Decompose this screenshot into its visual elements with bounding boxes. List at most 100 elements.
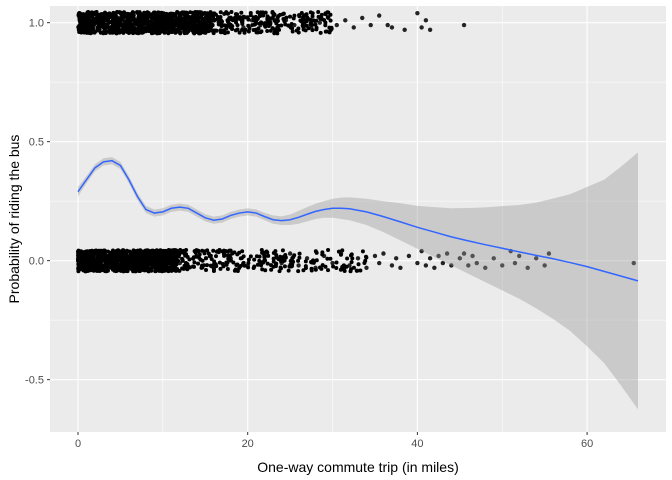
dense-point — [145, 248, 150, 253]
dense-point — [296, 269, 301, 274]
dense-point — [301, 17, 306, 22]
dense-point — [87, 22, 92, 27]
dense-point — [234, 263, 239, 268]
dense-point — [118, 19, 123, 24]
dense-point — [275, 31, 280, 36]
dense-point — [181, 248, 186, 253]
x-axis-title: One-way commute trip (in miles) — [257, 459, 459, 475]
dense-point — [101, 30, 106, 35]
dense-point — [143, 259, 148, 264]
data-point — [360, 15, 365, 21]
dense-point — [266, 253, 271, 258]
dense-point — [174, 257, 179, 262]
dense-point — [349, 252, 354, 257]
dense-point — [151, 11, 156, 16]
data-point — [449, 263, 454, 268]
dense-point — [286, 23, 291, 28]
dense-point — [271, 256, 276, 261]
dense-point — [152, 264, 157, 269]
dense-point — [77, 16, 82, 21]
data-point — [427, 27, 433, 32]
dense-point — [161, 11, 166, 16]
dense-point — [174, 16, 179, 21]
dense-point — [135, 10, 140, 15]
dense-point — [147, 27, 152, 32]
dense-point — [363, 258, 368, 263]
dense-point — [237, 250, 242, 255]
dense-point — [134, 265, 139, 270]
dense-point — [77, 11, 82, 16]
dense-point — [186, 26, 191, 31]
dense-point — [286, 268, 291, 273]
dense-point — [91, 260, 96, 265]
dense-point — [123, 19, 128, 24]
dense-point — [297, 251, 302, 256]
dense-point — [225, 249, 230, 254]
dense-point — [115, 259, 120, 264]
dense-point — [290, 29, 295, 34]
dense-point — [246, 257, 251, 262]
dense-point — [248, 11, 253, 16]
dense-point — [143, 256, 148, 261]
dense-point — [302, 20, 307, 25]
dense-point — [158, 23, 163, 28]
dense-point — [351, 265, 356, 270]
dense-point — [126, 264, 131, 269]
data-point — [517, 253, 522, 259]
dense-point — [323, 11, 328, 16]
dense-point — [97, 269, 102, 274]
dense-point — [80, 266, 85, 271]
dense-point — [101, 16, 106, 21]
dense-point — [89, 28, 94, 33]
y-axis-title: Probability of riding the bus — [6, 135, 22, 304]
dense-point — [309, 266, 314, 271]
dense-point — [336, 249, 341, 254]
dense-point — [227, 254, 232, 259]
data-point — [483, 265, 488, 270]
dense-point — [259, 263, 264, 268]
dense-point — [173, 253, 178, 258]
dense-point — [265, 14, 270, 19]
dense-point — [260, 267, 265, 272]
dense-point — [320, 252, 325, 257]
dense-point — [172, 21, 177, 26]
dense-point — [184, 10, 189, 15]
dense-point — [311, 260, 316, 265]
dense-point — [130, 16, 135, 21]
data-point — [474, 260, 479, 266]
dense-point — [206, 251, 211, 256]
dense-point — [195, 25, 200, 30]
dense-point — [222, 251, 227, 256]
dense-point — [224, 10, 229, 15]
dense-point — [237, 15, 242, 20]
dense-point — [300, 23, 305, 28]
dense-point — [168, 251, 173, 256]
dense-point — [105, 22, 110, 27]
dense-point — [191, 27, 196, 32]
dense-point — [280, 248, 285, 253]
dense-point — [319, 12, 324, 17]
dense-point — [170, 261, 175, 266]
dense-point — [217, 260, 222, 265]
dense-point — [277, 269, 282, 274]
dense-point — [211, 248, 216, 253]
dense-point — [224, 262, 229, 267]
dense-point — [155, 23, 160, 28]
data-point — [334, 22, 339, 28]
data-point — [381, 251, 386, 256]
dense-point — [265, 29, 270, 34]
dense-point — [262, 255, 267, 260]
dense-point — [200, 21, 205, 26]
dense-point — [195, 11, 200, 16]
dense-point — [129, 29, 134, 34]
dense-point — [226, 19, 231, 24]
dense-point — [78, 252, 83, 257]
dense-point — [239, 10, 244, 15]
dense-point — [183, 251, 188, 256]
dense-point — [273, 263, 278, 268]
data-point — [389, 25, 395, 30]
data-point — [343, 18, 348, 23]
dense-point — [349, 260, 354, 265]
dense-point — [238, 264, 243, 269]
dense-point — [207, 19, 212, 24]
